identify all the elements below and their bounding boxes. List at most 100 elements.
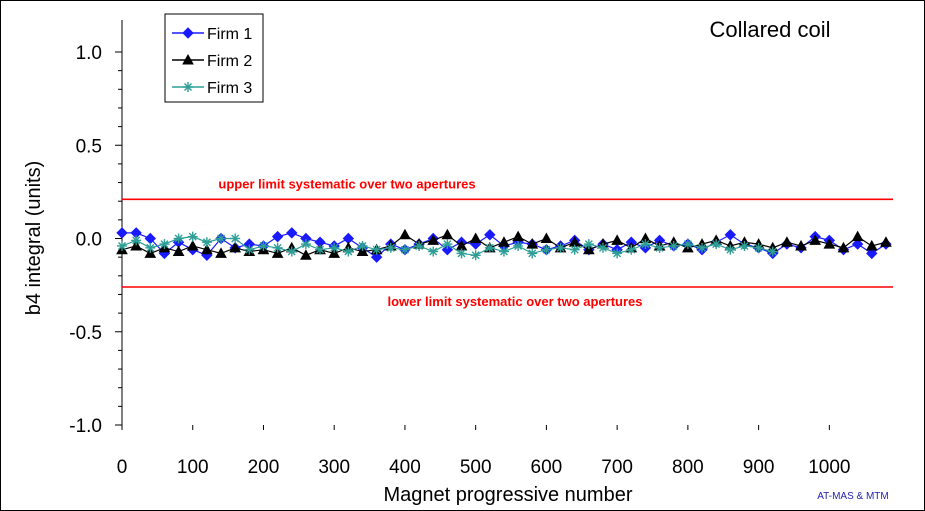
- y-axis-title: b4 integral (units): [23, 161, 45, 316]
- data-point: [697, 242, 708, 253]
- data-point: [541, 244, 552, 255]
- asterisk-stroke: [443, 240, 452, 249]
- data-point: [456, 248, 467, 259]
- asterisk-stroke: [184, 83, 192, 91]
- data-point: [173, 233, 184, 244]
- data-point: [724, 229, 737, 241]
- asterisk-stroke: [754, 243, 763, 252]
- asterisk-stroke: [400, 245, 409, 254]
- data-point: [428, 246, 439, 257]
- asterisk-stroke: [188, 232, 197, 241]
- data-point: [583, 239, 594, 250]
- data-point: [442, 239, 453, 250]
- data-point: [357, 240, 368, 251]
- asterisk-stroke: [358, 241, 367, 250]
- y-tick-label: 0.0: [76, 230, 102, 251]
- x-tick-label: 900: [743, 457, 775, 478]
- asterisk-stroke: [160, 240, 169, 249]
- data-point: [725, 244, 736, 255]
- data-point: [795, 239, 807, 251]
- data-point: [823, 238, 836, 249]
- asterisk-stroke: [598, 243, 607, 252]
- asterisk-stroke: [415, 241, 424, 250]
- series-firm-3: [117, 231, 778, 261]
- asterisk-stroke: [528, 249, 537, 258]
- data-point: [131, 235, 142, 246]
- data-point: [315, 244, 326, 255]
- data-point: [144, 247, 157, 258]
- asterisk-stroke: [740, 241, 749, 250]
- data-point: [300, 239, 311, 250]
- asterisk-stroke: [273, 243, 282, 252]
- data-point: [230, 233, 241, 244]
- asterisk-stroke: [429, 247, 438, 256]
- data-point: [540, 232, 553, 243]
- data-point: [526, 238, 539, 249]
- data-point: [116, 227, 128, 239]
- series-layer: [116, 227, 892, 263]
- asterisk-stroke: [344, 247, 353, 256]
- data-point: [215, 247, 227, 258]
- asterisk-stroke: [613, 249, 622, 258]
- data-point: [512, 230, 524, 242]
- asterisk-stroke: [174, 234, 183, 243]
- data-point: [582, 243, 595, 255]
- asterisk-stroke: [768, 247, 777, 256]
- asterisk-stroke: [499, 247, 508, 256]
- data-point: [244, 244, 255, 255]
- data-point: [356, 245, 369, 257]
- asterisk-stroke: [627, 245, 636, 254]
- asterisk-stroke: [683, 240, 692, 249]
- footer-note: AT-MAS & MTM: [817, 491, 888, 502]
- data-point: [809, 234, 822, 245]
- asterisk-stroke: [514, 241, 523, 250]
- data-point: [300, 249, 312, 260]
- data-point: [866, 247, 878, 260]
- asterisk-stroke: [372, 245, 381, 254]
- data-point: [216, 233, 227, 244]
- asterisk-stroke: [457, 249, 466, 258]
- data-point: [711, 239, 722, 250]
- x-tick-label: 200: [248, 457, 280, 478]
- asterisk-stroke: [584, 240, 593, 249]
- limit-label: lower limit systematic over two aperture…: [387, 294, 642, 309]
- data-point: [611, 234, 623, 245]
- y-tick-label: 0.5: [76, 136, 102, 157]
- asterisk-stroke: [712, 240, 721, 249]
- data-point: [527, 248, 538, 259]
- data-point: [201, 237, 212, 248]
- x-tick-label: 400: [389, 457, 421, 478]
- data-point: [272, 242, 283, 253]
- data-point: [427, 234, 440, 245]
- asterisk-stroke: [118, 241, 126, 250]
- data-point: [286, 227, 298, 239]
- data-point: [130, 239, 142, 251]
- axes-layer: 1.0 0.5 0.0 -0.5 -1.0 0 100 200 300 400 500 600 700 8…: [69, 20, 850, 478]
- data-point: [414, 240, 425, 251]
- data-point: [865, 239, 878, 251]
- data-point: [654, 242, 665, 253]
- data-point: [484, 242, 495, 253]
- x-tick-label: 0: [117, 457, 128, 478]
- data-point: [258, 240, 269, 251]
- legend-marker: [183, 82, 193, 92]
- data-point: [271, 247, 284, 258]
- data-point: [880, 236, 892, 247]
- asterisk-stroke: [542, 245, 551, 254]
- data-point: [399, 244, 410, 255]
- x-tick-label: 1000: [808, 457, 850, 478]
- data-point: [640, 239, 651, 250]
- asterisk-stroke: [301, 240, 310, 249]
- data-point: [186, 239, 199, 251]
- asterisk-stroke: [245, 245, 254, 254]
- y-tick-label: -0.5: [69, 323, 102, 344]
- asterisk-stroke: [556, 243, 565, 252]
- data-point: [498, 246, 509, 257]
- chart-title: Collared coil: [709, 17, 830, 42]
- legend-marker: [182, 53, 194, 65]
- legend: Firm 1 Firm 2 Firm 3: [164, 13, 264, 103]
- legend-entry-label: Firm 2: [207, 53, 252, 70]
- data-point: [569, 244, 580, 255]
- data-point: [371, 244, 382, 255]
